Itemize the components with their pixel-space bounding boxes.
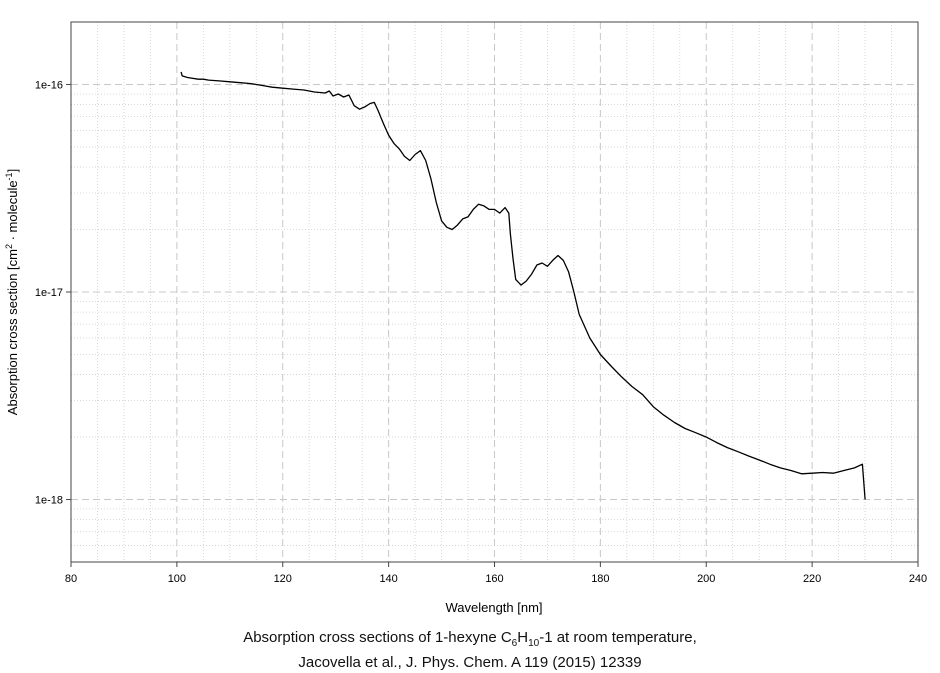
y-axis-label-sup1: 2 xyxy=(4,244,14,249)
x-tick-label: 180 xyxy=(591,573,609,585)
y-axis-label-main: Absorption cross section [cm xyxy=(5,249,20,415)
x-tick-label: 200 xyxy=(697,573,715,585)
x-tick-label: 140 xyxy=(379,573,397,585)
y-axis-label-end: ] xyxy=(5,169,20,173)
y-axis-label-middle: · molecule xyxy=(5,180,20,244)
caption-text-2: H xyxy=(517,629,529,646)
x-tick-label: 220 xyxy=(803,573,821,585)
y-axis-label: Absorption cross section [cm2 · molecule… xyxy=(4,169,20,415)
y-tick-label: 1e-17 xyxy=(35,287,63,299)
x-axis-ticks: 80 100 120 140 160 180 200 220 240 xyxy=(65,562,927,585)
x-tick-label: 120 xyxy=(274,573,292,585)
x-tick-label: 240 xyxy=(909,573,927,585)
absorption-series-line xyxy=(180,71,866,500)
x-tick-label: 80 xyxy=(65,573,77,585)
major-grid xyxy=(71,22,918,562)
x-axis-label: Wavelength [nm] xyxy=(445,600,542,615)
y-axis-ticks: 1e-16 1e-17 1e-18 xyxy=(35,79,71,507)
figure-caption-line-1: Absorption cross sections of 1-hexyne C6… xyxy=(0,629,940,649)
caption-sub-1: 6 xyxy=(511,638,518,649)
caption-text-1: Absorption cross sections of 1-hexyne C xyxy=(243,629,512,646)
caption-text-3: -1 at room temperature, xyxy=(539,629,697,646)
x-tick-label: 160 xyxy=(485,573,503,585)
y-axis-label-sup2: -1 xyxy=(4,172,14,180)
caption-citation: Jacovella et al., J. Phys. Chem. A 119 (… xyxy=(298,654,642,671)
figure-caption-line-2: Jacovella et al., J. Phys. Chem. A 119 (… xyxy=(0,654,940,671)
x-tick-label: 100 xyxy=(168,573,186,585)
y-tick-label: 1e-18 xyxy=(35,495,63,507)
caption-sub-2: 10 xyxy=(528,638,540,649)
y-tick-label: 1e-16 xyxy=(35,79,63,91)
